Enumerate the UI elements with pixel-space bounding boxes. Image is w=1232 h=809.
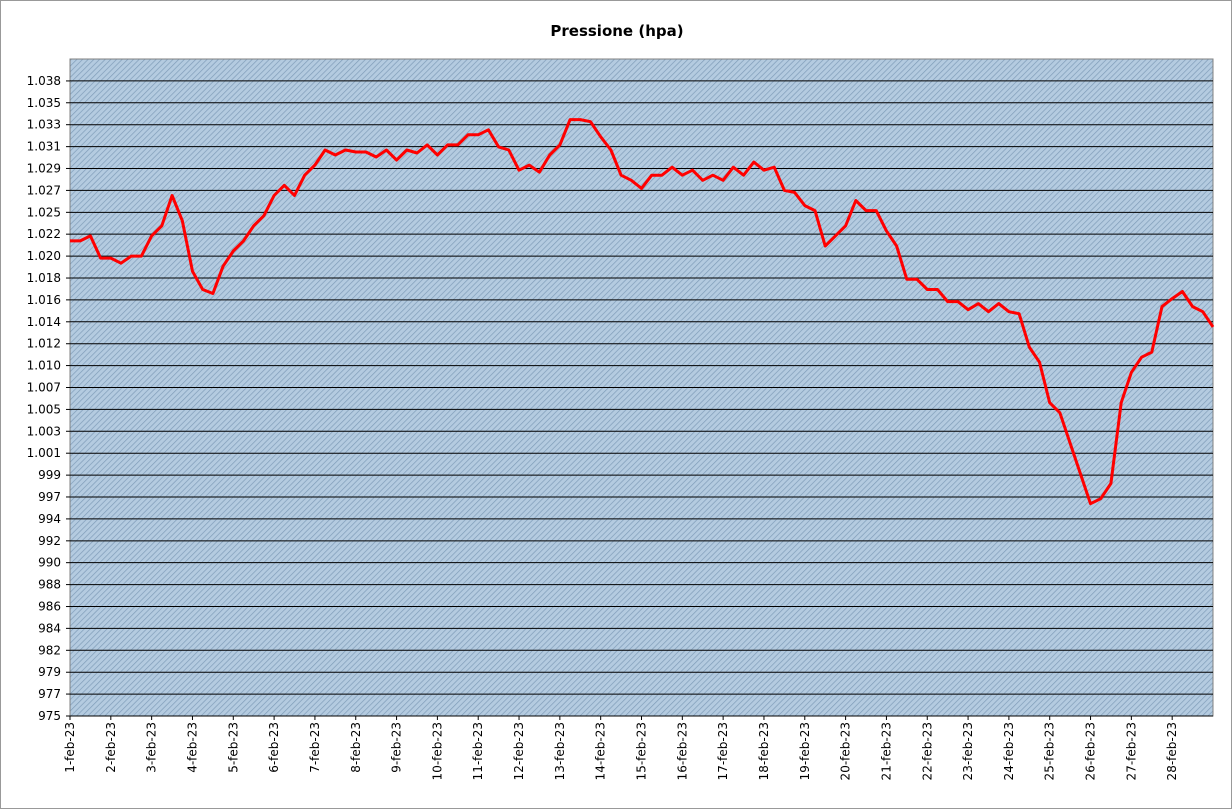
x-tick-label: 16-feb-23 [675, 722, 689, 780]
y-tick-label: 1.014 [27, 315, 61, 329]
pressure-line [70, 118, 1215, 506]
x-tick-label: 26-feb-23 [1084, 722, 1098, 780]
y-tick-label: 1.027 [27, 183, 61, 197]
x-tick-label: 5-feb-23 [226, 722, 240, 773]
y-tick-label: 997 [38, 490, 61, 504]
x-tick-label: 8-feb-23 [349, 722, 363, 773]
y-tick-label: 977 [38, 687, 61, 701]
x-tick-label: 18-feb-23 [757, 722, 771, 780]
y-tick-label: 986 [38, 600, 61, 614]
y-tick-label: 990 [38, 556, 61, 570]
x-tick-label: 10-feb-23 [430, 722, 444, 780]
y-tick-label: 984 [38, 621, 61, 635]
y-tick-label: 1.029 [27, 161, 61, 175]
x-tick-label: 14-feb-23 [594, 722, 608, 780]
y-tick-label: 1.018 [27, 271, 61, 285]
x-tick-label: 2-feb-23 [104, 722, 118, 773]
y-tick-label: 1.020 [27, 249, 61, 263]
x-tick-label: 24-feb-23 [1002, 722, 1016, 780]
y-tick-label: 1.007 [27, 381, 61, 395]
y-tick-label: 994 [38, 512, 61, 526]
y-tick-label: 999 [38, 468, 61, 482]
x-tick-label: 22-feb-23 [920, 722, 934, 780]
x-tick-label: 27-feb-23 [1124, 722, 1138, 780]
y-tick-label: 975 [38, 709, 61, 723]
y-tick-label: 1.016 [27, 293, 61, 307]
y-tick-label: 1.003 [27, 424, 61, 438]
x-tick-label: 3-feb-23 [145, 722, 159, 773]
x-tick-label: 17-feb-23 [716, 722, 730, 780]
y-tick-label: 1.001 [27, 446, 61, 460]
x-tick-label: 21-feb-23 [879, 722, 893, 780]
y-tick-label: 1.038 [27, 74, 61, 88]
y-tick-label: 1.035 [27, 96, 61, 110]
y-tick-label: 1.033 [27, 118, 61, 132]
x-tick-label: 6-feb-23 [267, 722, 281, 773]
y-tick-label: 1.022 [27, 227, 61, 241]
y-tick-label: 1.010 [27, 359, 61, 373]
x-tick-label: 25-feb-23 [1043, 722, 1057, 780]
x-tick-label: 4-feb-23 [185, 722, 199, 773]
y-tick-label: 992 [38, 534, 61, 548]
y-tick-label: 1.005 [27, 402, 61, 416]
x-tick-label: 1-feb-23 [63, 722, 77, 773]
x-tick-label: 13-feb-23 [553, 722, 567, 780]
x-tick-label: 12-feb-23 [512, 722, 526, 780]
chart-title: Pressione (hpa) [550, 22, 683, 40]
x-tick-label: 11-feb-23 [471, 722, 485, 780]
y-tick-label: 988 [38, 578, 61, 592]
x-tick-label: 15-feb-23 [635, 722, 649, 780]
x-tick-label: 19-feb-23 [798, 722, 812, 780]
y-tick-label: 1.012 [27, 337, 61, 351]
x-tick-label: 9-feb-23 [390, 722, 404, 773]
x-tick-label: 28-feb-23 [1165, 722, 1179, 780]
x-tick-label: 23-feb-23 [961, 722, 975, 780]
y-tick-label: 979 [38, 665, 61, 679]
y-tick-label: 982 [38, 643, 61, 657]
y-tick-label: 1.031 [27, 140, 61, 154]
x-tick-label: 7-feb-23 [308, 722, 322, 773]
x-tick-label: 20-feb-23 [839, 722, 853, 780]
y-tick-label: 1.025 [27, 205, 61, 219]
